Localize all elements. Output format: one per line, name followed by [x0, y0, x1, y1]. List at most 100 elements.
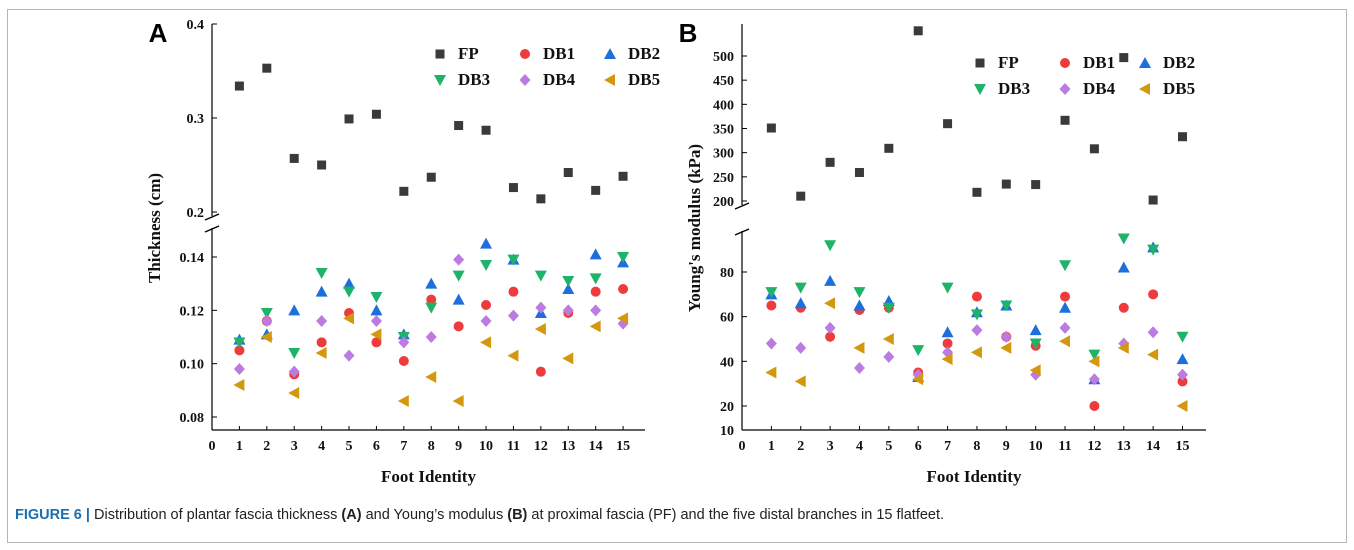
x-tick-label: 15: [1176, 439, 1190, 454]
point-db5: [1059, 335, 1071, 348]
point-db4: [370, 315, 382, 327]
point-db5: [794, 375, 806, 388]
point-db5: [853, 341, 865, 354]
point-db5: [233, 379, 245, 391]
point-db3: [425, 302, 438, 314]
x-tick-label: 4: [318, 439, 325, 454]
point-db3: [882, 302, 895, 314]
y-axis-title: Thickness (cm): [145, 173, 164, 283]
point-db3: [912, 345, 925, 357]
y-tick-label: 0.10: [180, 358, 205, 373]
point-db4: [507, 309, 519, 322]
point-db5: [507, 349, 519, 362]
legend-label-db2: DB2: [628, 44, 660, 63]
figure-6-charts: A0 1 2 3 4 5 6 7 8 9 10 11 12 13 14 150.080.100.120.140…: [145, 18, 1206, 486]
point-db5: [1176, 400, 1188, 412]
x-tick-label: 1: [236, 439, 243, 454]
legend-marker-fp: [975, 58, 985, 68]
y-axis-title: Young's modulus (kPa): [685, 144, 704, 312]
point-fp: [825, 157, 835, 167]
x-tick-label: 3: [827, 439, 834, 454]
point-fp: [371, 109, 381, 119]
point-fp: [563, 168, 573, 178]
point-db3: [452, 270, 465, 282]
legend-label-db4: DB4: [1083, 79, 1116, 98]
legend-marker-db2: [604, 48, 616, 59]
point-db5: [824, 297, 836, 310]
x-tick-label: 10: [479, 439, 493, 454]
x-tick-label: 12: [534, 439, 548, 454]
point-db1: [1177, 376, 1188, 387]
point-db2: [480, 237, 493, 249]
point-db3: [765, 287, 778, 299]
point-db5: [765, 366, 777, 379]
x-tick-label: 14: [589, 439, 603, 454]
point-db3: [507, 254, 520, 266]
point-db5: [425, 371, 437, 383]
point-db2: [562, 283, 575, 294]
point-db5: [480, 336, 492, 349]
point-db3: [260, 308, 273, 319]
point-db4: [853, 362, 865, 375]
figure-frame: [7, 9, 1347, 543]
point-db5: [315, 347, 327, 359]
point-db5: [1000, 341, 1012, 354]
point-db1: [371, 337, 382, 348]
point-db5: [397, 395, 409, 407]
y-tick-label: 0.14: [180, 251, 205, 266]
x-tick-label: 2: [797, 439, 804, 454]
point-db3: [343, 286, 356, 298]
point-db5: [370, 328, 382, 341]
axis-break-mark: [204, 225, 220, 233]
y-tick-label: 20: [720, 400, 734, 415]
point-db4: [1059, 321, 1071, 334]
point-db5: [260, 331, 272, 343]
point-db2: [315, 285, 328, 297]
point-db4: [1000, 330, 1012, 343]
point-db2: [1029, 324, 1042, 336]
y-tick-label: 0.12: [180, 304, 205, 319]
point-db3: [794, 282, 807, 294]
point-fp: [1089, 144, 1099, 154]
x-tick-label: 3: [291, 439, 298, 454]
point-db2: [589, 248, 602, 260]
panel-label-a: A: [149, 18, 168, 48]
point-fp: [913, 26, 923, 36]
point-db1: [590, 286, 601, 297]
legend-marker-fp: [435, 49, 445, 59]
y-tick-label: 0.2: [187, 206, 205, 221]
point-db4: [1147, 326, 1159, 339]
point-db3: [562, 276, 575, 287]
point-db3: [589, 273, 602, 285]
point-db3: [1088, 349, 1101, 361]
point-db5: [1088, 355, 1100, 368]
y-tick-label: 60: [720, 311, 734, 326]
y-tick-label: 0.4: [187, 18, 205, 33]
point-db3: [233, 337, 246, 349]
point-fp: [618, 171, 628, 181]
point-db1: [971, 291, 982, 302]
legend-marker-db3: [974, 84, 986, 95]
x-tick-label: 8: [428, 439, 435, 454]
point-db3: [288, 348, 301, 359]
point-db5: [617, 312, 629, 325]
point-db3: [1176, 331, 1189, 343]
point-db3: [970, 309, 983, 321]
point-db2: [1117, 261, 1130, 273]
point-db4: [480, 315, 492, 327]
point-db1: [1089, 401, 1100, 411]
point-db4: [971, 324, 983, 337]
point-db2: [1059, 301, 1072, 313]
legend-label-db3: DB3: [458, 70, 490, 89]
x-tick-label: 4: [856, 439, 863, 454]
x-tick-label: 13: [561, 439, 575, 454]
x-tick-label: 6: [915, 439, 922, 454]
point-db4: [261, 315, 273, 327]
y-tick-label: 500: [713, 50, 734, 65]
point-db2: [343, 277, 356, 289]
point-db5: [1029, 364, 1041, 377]
point-db2: [794, 297, 807, 309]
point-db5: [941, 353, 953, 366]
y-tick-label: 10: [720, 424, 734, 439]
point-db4: [233, 363, 245, 375]
